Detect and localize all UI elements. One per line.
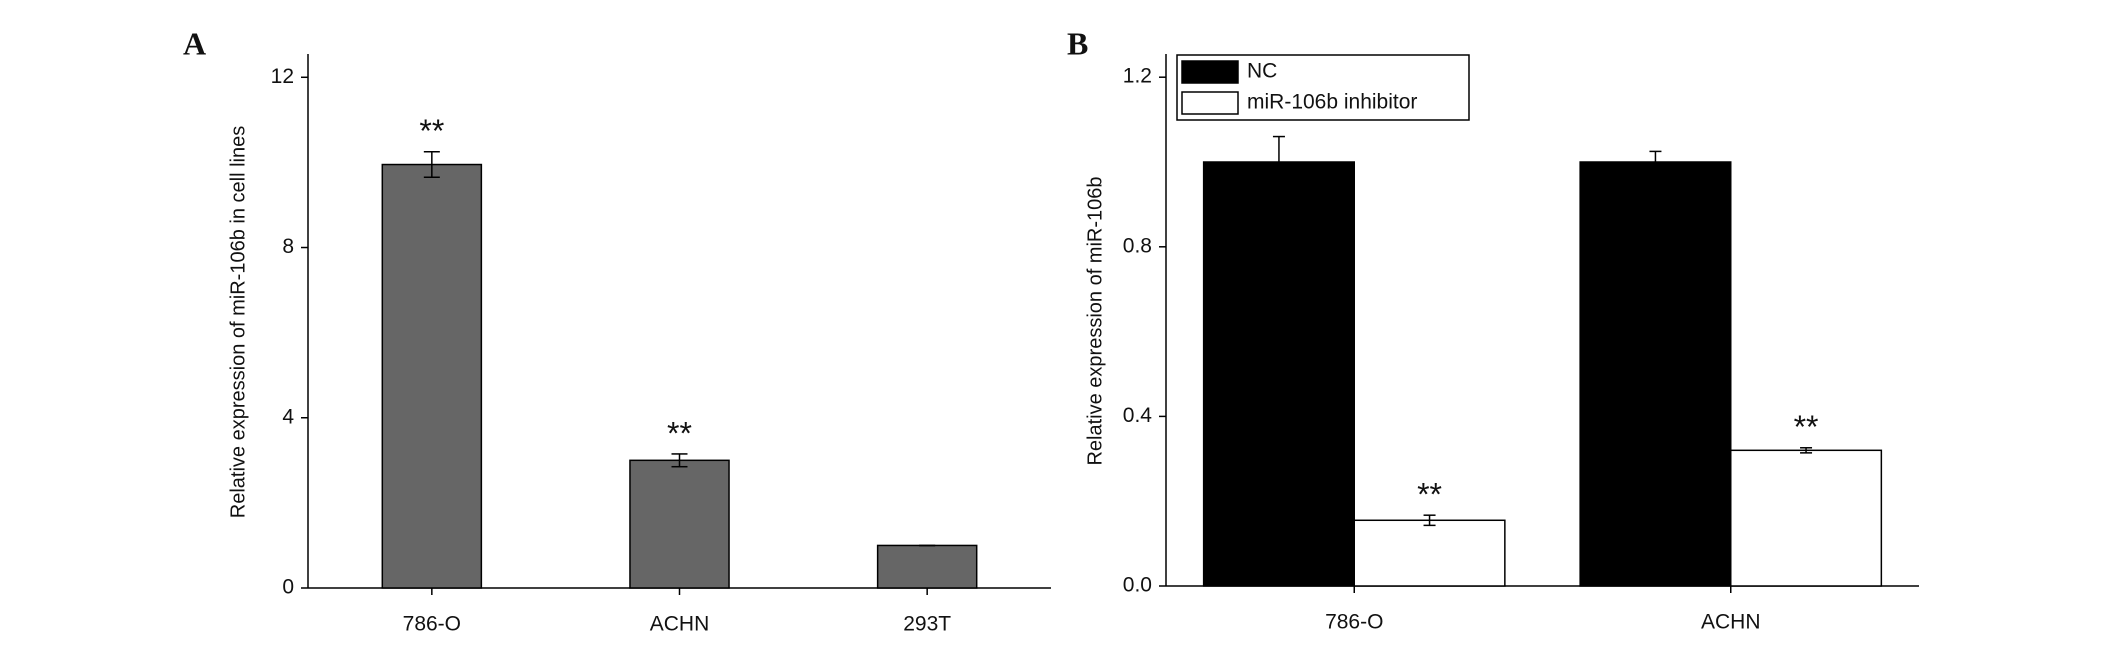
- legend-label: NC: [1247, 60, 1277, 83]
- x-tick-label: ACHN: [650, 613, 710, 636]
- bar: [876, 544, 978, 589]
- legend-label: miR-106b inhibitor: [1247, 91, 1417, 114]
- error-bar: [1800, 447, 1813, 454]
- y-tick-label: 1.2: [1123, 65, 1152, 88]
- y-tick-label: 12: [271, 65, 294, 88]
- significance-label: **: [1417, 477, 1442, 513]
- significance-label: **: [419, 113, 444, 149]
- error-bar: [1272, 135, 1285, 189]
- error-bar: [1423, 514, 1436, 527]
- y-tick-label: 0.4: [1123, 404, 1153, 427]
- panel-label: A: [183, 25, 206, 61]
- bar: [1353, 519, 1506, 587]
- y-axis-label: Relative expression of miR-106b: [1084, 176, 1106, 465]
- y-tick-label: 0: [282, 576, 294, 599]
- y-tick-label: 8: [282, 235, 294, 258]
- bar: [1579, 161, 1732, 587]
- significance-label: **: [667, 415, 692, 451]
- bar: [629, 459, 730, 589]
- legend-swatch: [1181, 60, 1239, 84]
- error-bar: [671, 453, 688, 468]
- legend-swatch: [1181, 91, 1239, 115]
- legend: NC miR-106b inhibitor: [1176, 54, 1470, 121]
- error-bar: [423, 151, 440, 179]
- y-tick-label: 0.0: [1123, 574, 1152, 597]
- x-tick-label: 786-O: [1325, 611, 1383, 634]
- x-tick-label: ACHN: [1701, 611, 1761, 634]
- x-tick-label: 293T: [903, 613, 951, 636]
- bar: [1202, 161, 1356, 587]
- y-tick-label: 0.8: [1123, 234, 1152, 257]
- x-tick-label: 786-O: [403, 613, 461, 636]
- bar: [381, 163, 483, 589]
- bar: [1730, 449, 1883, 587]
- y-tick-label: 4: [282, 405, 294, 428]
- panel-label: B: [1067, 25, 1088, 61]
- significance-label: **: [1794, 409, 1819, 445]
- error-bar: [1649, 150, 1662, 174]
- y-axis-label: Relative expression of miR-106b in cell …: [227, 126, 249, 518]
